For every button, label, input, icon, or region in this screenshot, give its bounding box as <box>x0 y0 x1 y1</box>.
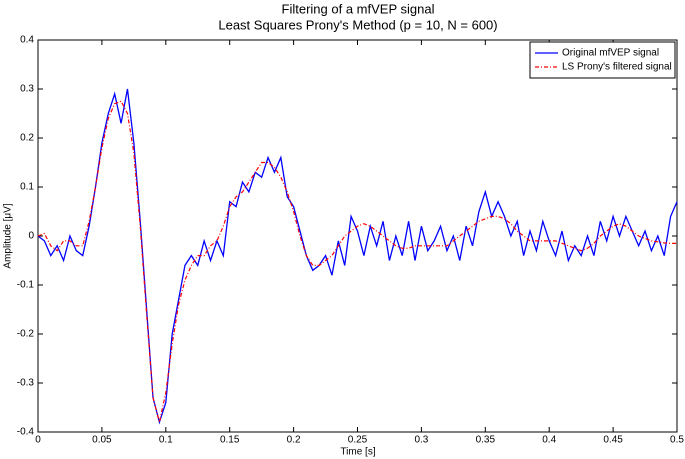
y-tick-label: 0.4 <box>20 35 34 46</box>
x-tick-label: 0.05 <box>92 435 112 446</box>
y-tick-label: 0 <box>28 231 34 242</box>
legend-label: Original mfVEP signal <box>562 48 659 59</box>
legend-box <box>529 41 676 79</box>
y-tick-label: 0.3 <box>20 84 34 95</box>
x-tick-label: 0.5 <box>670 435 684 446</box>
y-tick-label: -0.4 <box>17 427 35 438</box>
series-line <box>37 88 678 425</box>
x-tick-label: 0.25 <box>348 435 368 446</box>
chart-title: Filtering of a mfVEP signal <box>282 1 435 16</box>
x-tick-label: 0.1 <box>159 435 173 446</box>
plot-frame <box>37 39 678 433</box>
y-tick-label: 0.1 <box>20 182 34 193</box>
x-tick-label: 0.3 <box>414 435 428 446</box>
y-tick-label: -0.2 <box>17 329 35 340</box>
chart-subtitle: Least Squares Prony's Method (p = 10, N … <box>218 17 497 32</box>
x-tick-label: 0.15 <box>220 435 240 446</box>
x-tick-label: 0.2 <box>287 435 301 446</box>
x-tick-label: 0.35 <box>476 435 496 446</box>
y-tick-label: 0.2 <box>20 133 34 144</box>
x-tick-label: 0 <box>35 435 41 446</box>
legend-label: LS Prony's filtered signal <box>562 62 672 73</box>
x-tick-label: 0.45 <box>603 435 623 446</box>
x-axis-label: Time [s] <box>340 447 375 458</box>
y-tick-label: -0.3 <box>17 378 35 389</box>
y-tick-label: -0.1 <box>17 280 35 291</box>
y-axis-label: Amplitude [μV] <box>3 203 14 268</box>
series-line <box>37 100 677 423</box>
x-tick-label: 0.4 <box>542 435 556 446</box>
